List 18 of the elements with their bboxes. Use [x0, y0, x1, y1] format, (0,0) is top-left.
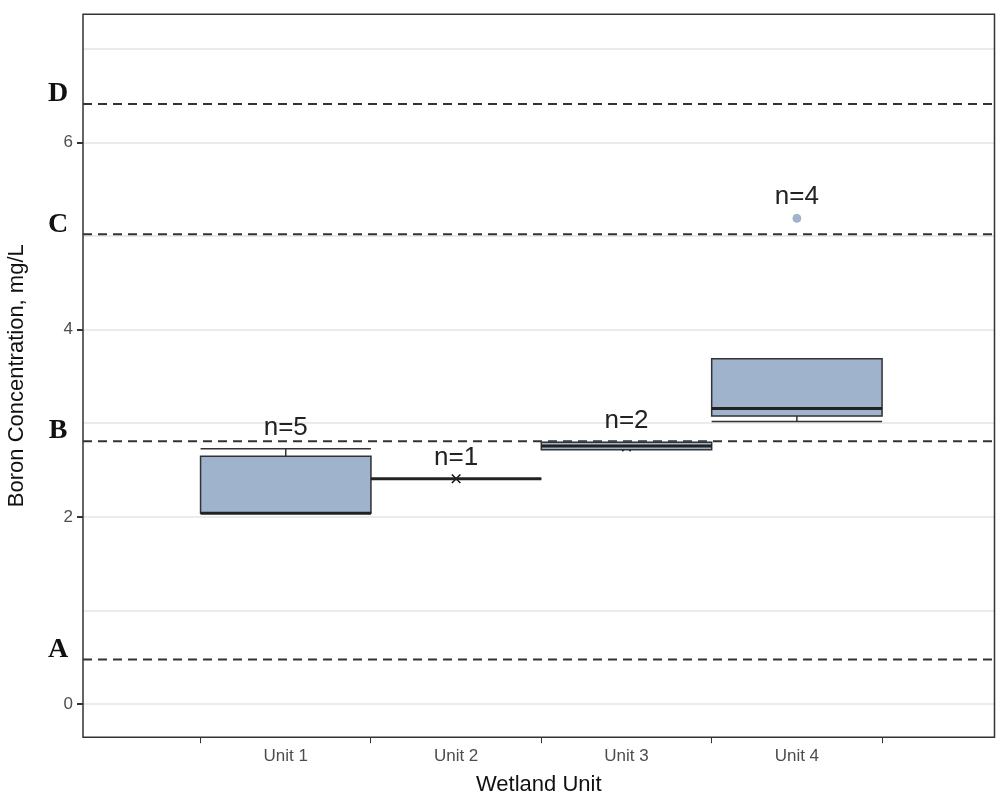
x-tick-label: Unit 1 — [263, 746, 308, 766]
annotation: n=4 — [774, 180, 819, 211]
ref-line-label: B — [48, 413, 68, 445]
annotation: n=5 — [263, 410, 308, 441]
ref-line-label: C — [47, 206, 69, 238]
annotation: n=2 — [604, 404, 649, 435]
y-tick-label: 0 — [63, 694, 73, 714]
ref-line-label: D — [47, 76, 69, 108]
y-tick-label: 2 — [63, 506, 73, 526]
y-tick-label: 4 — [63, 319, 73, 339]
x-tick-label: Unit 3 — [604, 746, 649, 766]
x-tick-label: Unit 2 — [433, 746, 479, 766]
y-tick-label: 6 — [63, 132, 73, 152]
x-axis-title: Wetland Unit — [475, 770, 602, 796]
ref-line-label: A — [47, 631, 69, 663]
annotation: n=1 — [434, 440, 479, 471]
x-tick-label: Unit 4 — [774, 746, 820, 766]
y-axis-title: Boron Concentration, mg/L — [3, 244, 29, 508]
